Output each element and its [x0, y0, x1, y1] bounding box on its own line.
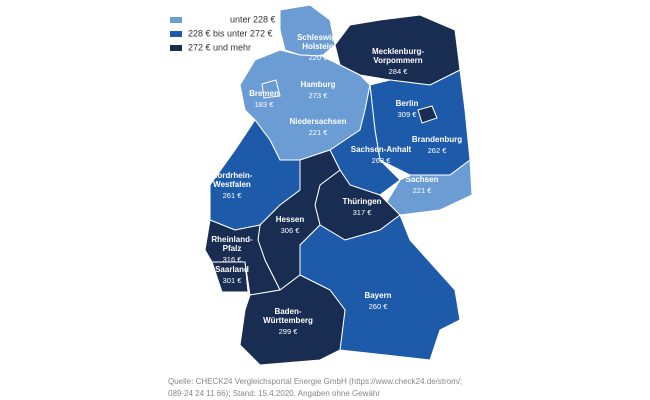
region-name: Sachsen [406, 175, 439, 184]
region-name: Schleswig- [297, 33, 339, 42]
region-value: 301 € [223, 276, 243, 285]
region-value: 317 € [353, 208, 373, 217]
region-value: 262 € [428, 146, 448, 155]
region-name: Baden- [274, 307, 301, 316]
region-value: 306 € [281, 226, 301, 235]
region-value: 263 € [372, 156, 392, 165]
region-value: 260 € [369, 302, 389, 311]
legend: unter 228 € 228 € bis unter 272 € 272 € un… [170, 14, 276, 52]
legend-label: 272 € und mehr [188, 42, 251, 52]
region-value: 316 € [223, 255, 243, 264]
region-value: 284 € [389, 67, 409, 76]
region-name: Mecklenburg- [372, 47, 424, 56]
region-value: 220 € [309, 53, 329, 62]
region-value: 221 € [309, 128, 329, 137]
region-name: Sachsen-Anhalt [351, 145, 412, 154]
region-name: Pfalz [223, 244, 242, 253]
region-name: Berlin [396, 99, 419, 108]
region-name: Westfalen [213, 180, 251, 189]
region-name: Nordrhein- [212, 171, 253, 180]
region-shape [261, 79, 281, 99]
region-value: 261 € [223, 191, 243, 200]
labels: Schleswig-Holstein 220 € Hamburg 273 € Meckl… [211, 33, 462, 336]
region-name: Württemberg [263, 316, 313, 325]
region-name: Rheinland- [211, 235, 253, 244]
region-value: 309 € [398, 110, 418, 119]
region-name: Bayern [364, 291, 391, 300]
legend-swatch [170, 17, 182, 23]
region-shape [239, 274, 346, 366]
region-name: Niedersachsen [290, 117, 347, 126]
region-value: 273 € [309, 91, 329, 100]
legend-label: unter 228 € [230, 14, 276, 24]
legend-swatch [170, 31, 182, 37]
region-name: Thüringen [342, 197, 381, 206]
region-value: 221 € [413, 186, 433, 195]
region-value: 299 € [279, 327, 299, 336]
region-name: Brandenburg [412, 135, 462, 144]
region-name: Hamburg [300, 80, 335, 89]
region-shape [211, 261, 249, 293]
region-shape [417, 105, 438, 124]
region-value: 183 € [255, 100, 275, 109]
region-name: Vorpommern [373, 56, 422, 65]
map [204, 4, 473, 366]
legend-swatch [170, 45, 182, 51]
source-line: 089-24 24 11 66); Stand: 15.4.2020. Anga… [168, 389, 380, 398]
region-name: Hessen [276, 215, 305, 224]
region-name: Saarland [215, 265, 249, 274]
source-line: Quelle: CHECK24 Vergleichsportal Energie… [168, 377, 462, 386]
region-name: Bremen [249, 89, 279, 98]
legend-label: 228 € bis unter 272 € [188, 28, 273, 38]
region-name: Holstein [302, 42, 334, 51]
